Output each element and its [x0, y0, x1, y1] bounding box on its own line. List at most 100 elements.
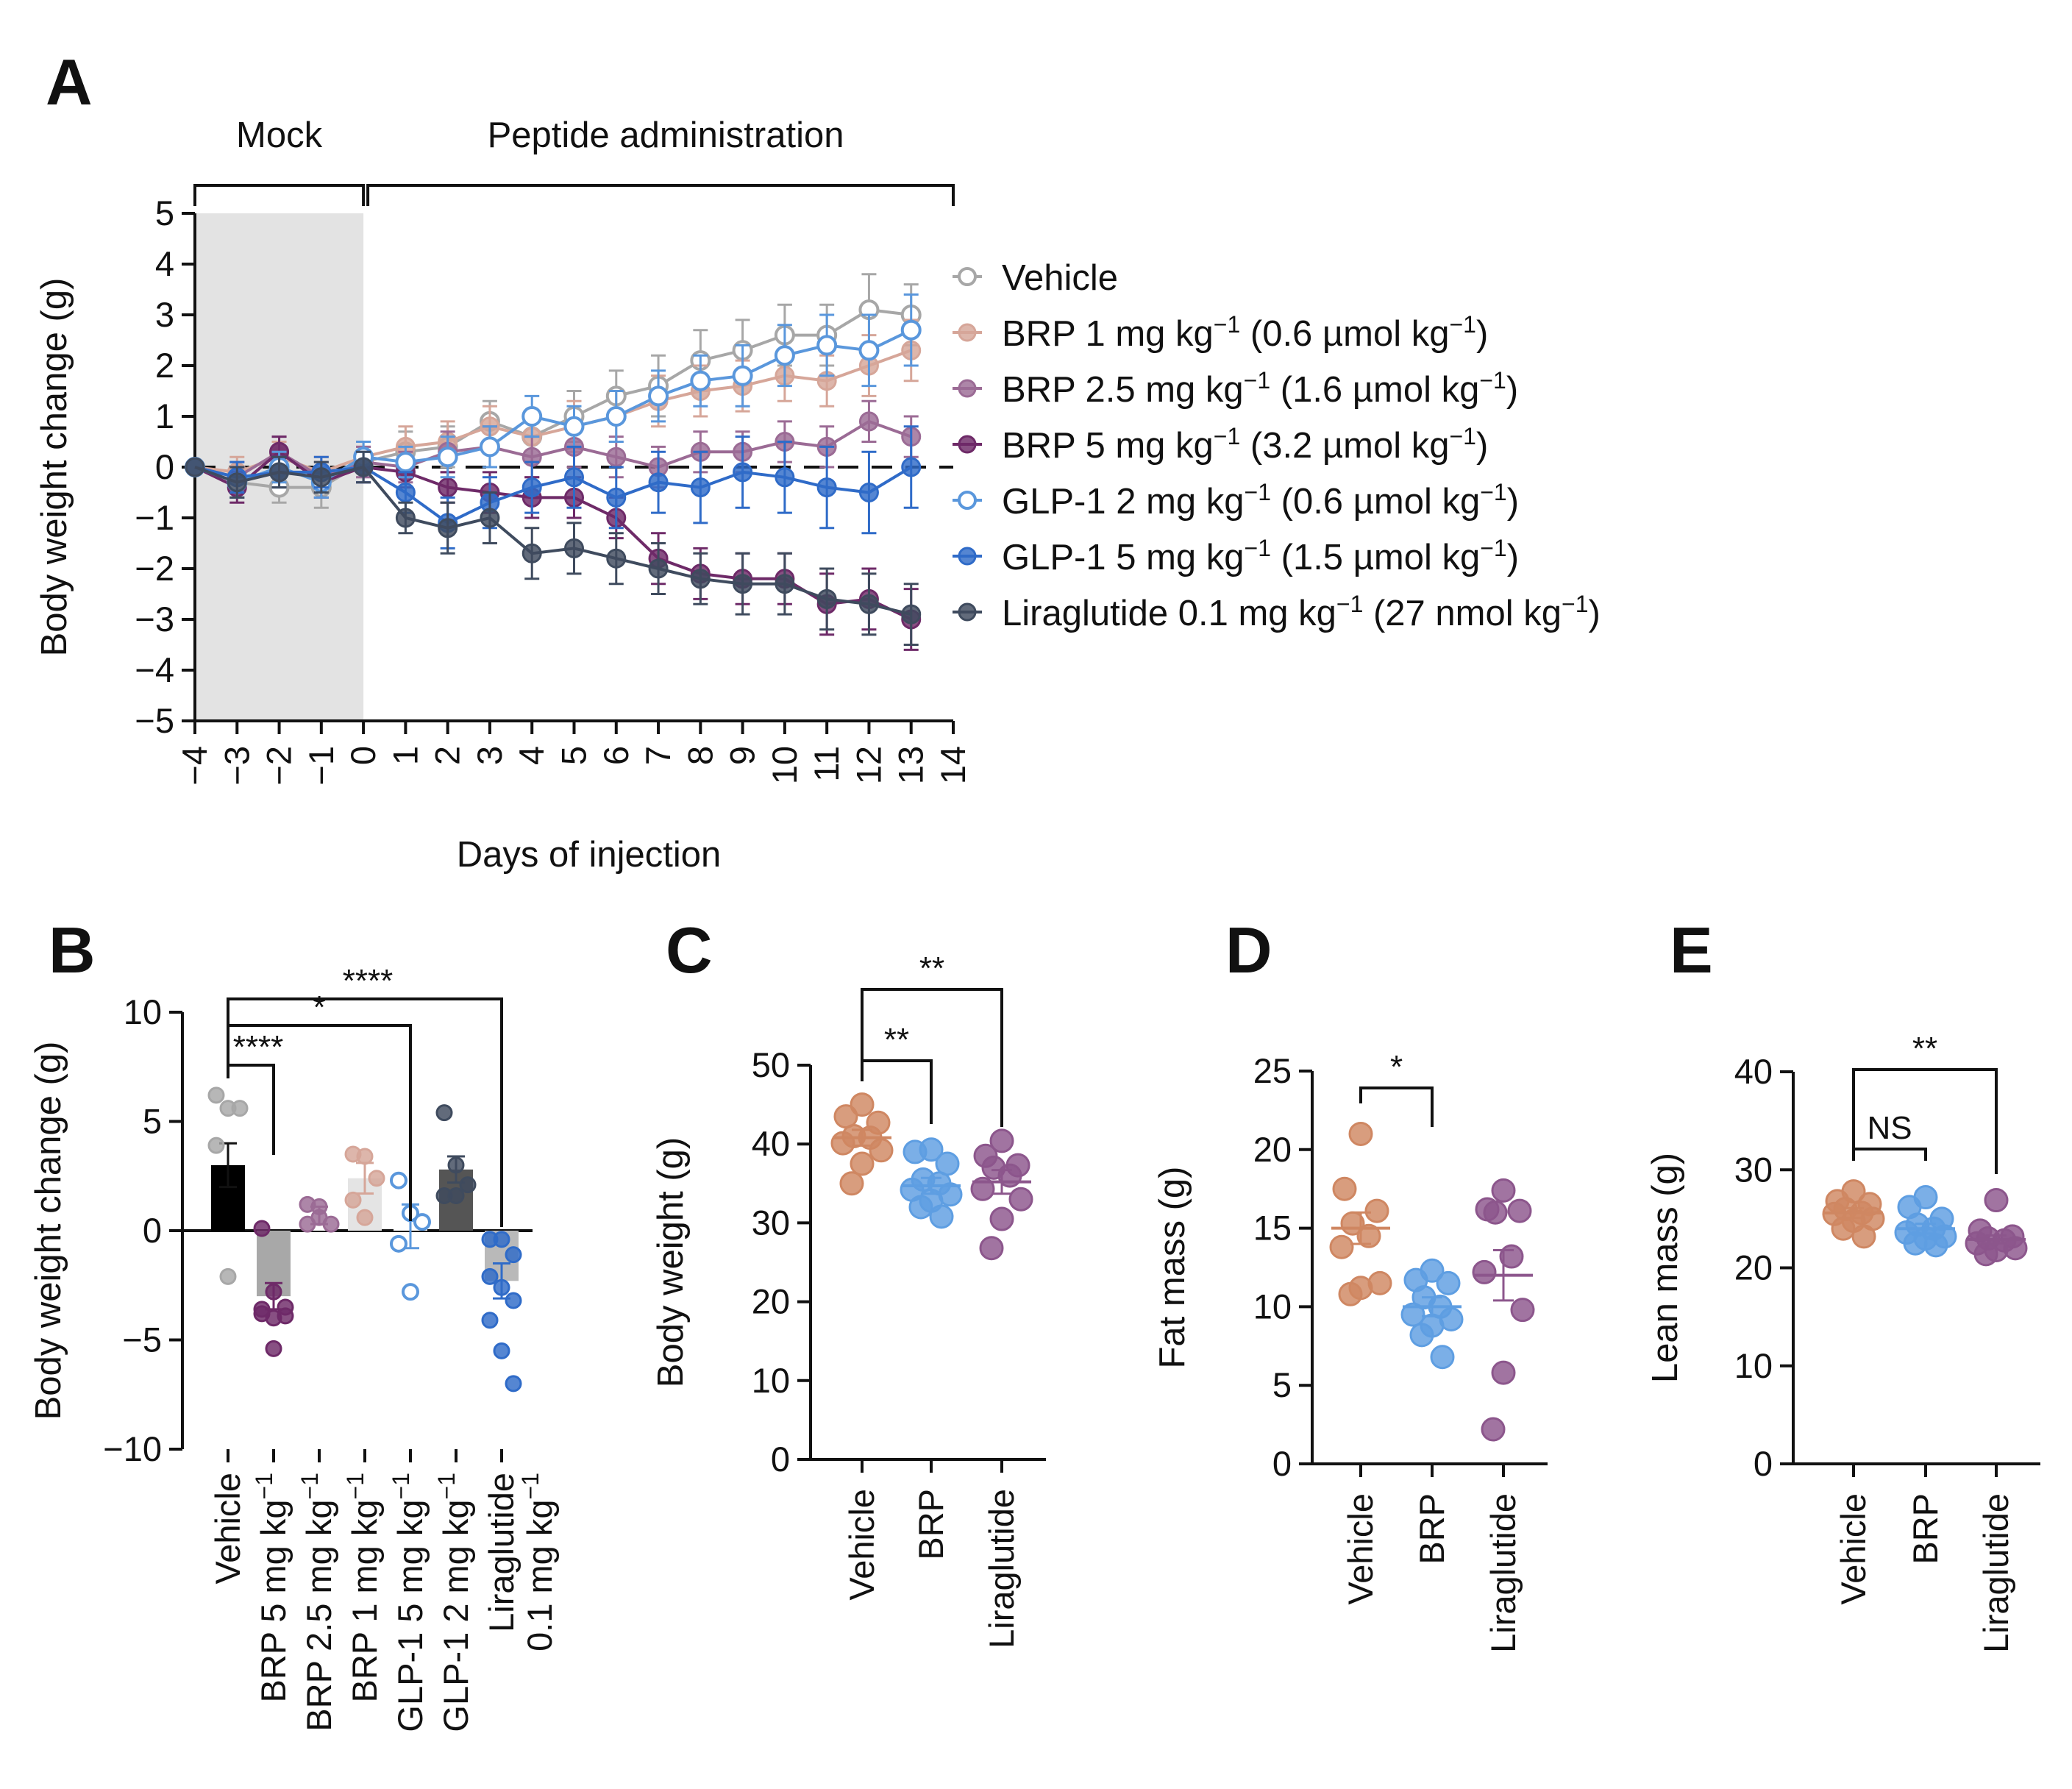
data-point	[1332, 1176, 1357, 1201]
data-point	[481, 1312, 499, 1329]
category-label: BRP 1 mg kg−1	[342, 1473, 384, 1703]
data-point	[1507, 1198, 1532, 1223]
y-axis-label: Body weight (g)	[651, 1137, 691, 1387]
data-point	[1472, 1259, 1497, 1284]
data-point	[521, 477, 542, 498]
data-point	[521, 543, 542, 563]
data-point	[1008, 1187, 1033, 1212]
data-point	[606, 548, 627, 569]
data-point	[353, 457, 374, 477]
x-tick-label: 2	[428, 746, 467, 765]
panel-label-a: A	[46, 46, 93, 118]
category-label: BRP	[1906, 1493, 1945, 1565]
significance-bracket	[1852, 1148, 1927, 1161]
panel-label-b: B	[49, 914, 96, 986]
significance-bracket	[227, 1064, 275, 1155]
legend-marker	[958, 602, 977, 622]
category-label: Liraglutide	[982, 1489, 1021, 1648]
y-tick-label: 10	[1734, 1346, 1773, 1385]
y-axis-label: Fat mass (g)	[1153, 1167, 1192, 1369]
x-tick-label: 14	[933, 746, 972, 784]
significance-bracket	[1852, 1068, 1998, 1174]
data-point	[447, 1187, 465, 1204]
data-point	[207, 1137, 225, 1154]
x-tick-label: 7	[638, 746, 677, 765]
data-point	[606, 447, 627, 467]
y-tick-label: −1	[135, 498, 174, 537]
data-point	[1409, 1323, 1434, 1348]
category-label: 0.1 mg kg−1	[517, 1473, 559, 1651]
data-point	[265, 1283, 282, 1301]
data-point	[219, 1267, 237, 1285]
data-point	[368, 1170, 385, 1187]
data-point	[459, 1176, 477, 1194]
data-point	[903, 1139, 928, 1164]
data-point	[1348, 1121, 1373, 1146]
mock-bracket	[193, 184, 366, 206]
data-point	[1400, 1302, 1425, 1327]
significance-bracket	[227, 997, 503, 1227]
data-point	[1831, 1216, 1856, 1241]
x-tick-label: 12	[849, 746, 888, 784]
data-point	[1973, 1242, 1998, 1267]
data-point	[413, 1213, 431, 1231]
y-tick-label: 20	[752, 1282, 790, 1321]
y-tick-label: −3	[135, 600, 174, 639]
y-tick-label: 0	[143, 1211, 162, 1250]
data-point	[1364, 1198, 1389, 1223]
data-point	[493, 1231, 510, 1248]
data-point	[311, 467, 332, 488]
data-point	[207, 1086, 225, 1104]
category-label: GLP-1 5 mg kg−1	[388, 1473, 430, 1732]
legend-marker	[958, 379, 977, 398]
category-label: BRP 2.5 mg kg−1	[296, 1473, 338, 1732]
y-tick-label: 15	[1253, 1209, 1292, 1248]
significance-bracket	[861, 1059, 933, 1124]
data-point	[505, 1246, 522, 1264]
data-point	[277, 1307, 294, 1325]
data-point	[1483, 1200, 1508, 1225]
peptide-administration-label: Peptide administration	[488, 115, 844, 155]
data-point	[901, 457, 922, 477]
category-label: Vehicle	[1341, 1493, 1380, 1605]
data-point	[690, 370, 711, 391]
x-tick-label: −4	[175, 746, 214, 786]
data-point	[869, 1138, 894, 1163]
y-tick-label: 2	[155, 346, 174, 385]
data-point	[816, 477, 837, 498]
data-point	[1338, 1281, 1363, 1306]
y-tick-label: 0	[155, 447, 174, 486]
y-tick-label: 4	[155, 244, 174, 283]
y-tick-label: −2	[135, 549, 174, 588]
data-point	[1984, 1188, 2009, 1213]
data-point	[563, 416, 585, 437]
y-tick-label: 3	[155, 295, 174, 334]
category-label: Vehicle	[208, 1473, 247, 1585]
y-tick-label: 25	[1253, 1051, 1292, 1090]
data-point	[481, 1267, 499, 1285]
data-point	[648, 472, 669, 493]
y-tick-label: 20	[1253, 1130, 1292, 1169]
category-label: GLP-1 2 mg kg−1	[433, 1473, 475, 1732]
data-point	[269, 462, 290, 483]
panel-label-d: D	[1225, 914, 1272, 986]
data-point	[480, 508, 500, 528]
data-point	[435, 1104, 453, 1122]
y-tick-label: 20	[1734, 1248, 1773, 1287]
data-point	[606, 487, 627, 508]
y-axis-label: Body weight change (g)	[29, 1042, 68, 1420]
data-point	[356, 1209, 374, 1226]
data-point	[1481, 1417, 1506, 1442]
y-tick-label: −5	[135, 701, 174, 740]
y-tick-label: −10	[103, 1429, 162, 1468]
x-tick-label: 8	[680, 746, 719, 765]
data-point	[1430, 1345, 1455, 1370]
data-point	[1923, 1233, 1948, 1258]
data-point	[438, 518, 458, 538]
data-point	[505, 1292, 522, 1309]
data-point	[402, 1283, 419, 1301]
data-point	[858, 483, 879, 502]
y-tick-label: 10	[752, 1361, 790, 1400]
legend-entry: Liraglutide 0.1 mg kg−1 (27 nmol kg−1)	[1002, 591, 1601, 633]
